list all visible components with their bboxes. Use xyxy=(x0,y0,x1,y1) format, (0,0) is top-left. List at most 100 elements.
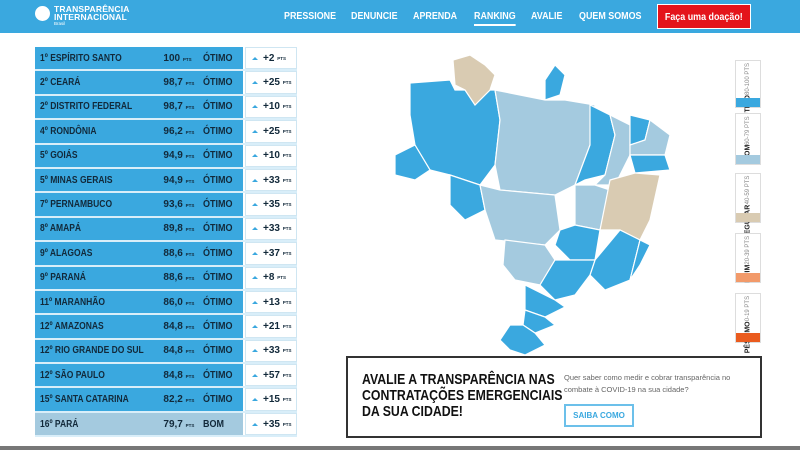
state-es[interactable] xyxy=(629,239,651,281)
state-amazonas[interactable] xyxy=(409,79,501,186)
score: 100 PTS xyxy=(163,52,192,64)
state-sp[interactable] xyxy=(539,259,596,301)
state-name: 9º ALAGOAS xyxy=(40,247,93,259)
change-cell: +2 PTS xyxy=(245,47,297,70)
arrow-up-icon xyxy=(252,81,258,85)
state-roraima[interactable] xyxy=(452,54,496,106)
state-name: 2º CEARÁ xyxy=(40,77,81,89)
state-amapa[interactable] xyxy=(544,64,566,101)
state-name: 9º PARANÁ xyxy=(40,272,86,284)
table-row[interactable]: 1º ESPÍRITO SANTO 100 PTS ÓTIMO +2 PTS xyxy=(35,47,297,72)
state-bahia[interactable] xyxy=(599,172,661,241)
state-name: 4º RONDÔNIA xyxy=(40,125,97,137)
nav-avalie[interactable]: AVALIE xyxy=(531,10,563,22)
row-main: 5º GOIÁS 94,9 PTS ÓTIMO xyxy=(35,144,243,167)
brazil-map[interactable] xyxy=(380,40,680,360)
state-name: 2º DISTRITO FEDERAL xyxy=(40,101,133,113)
state-goias[interactable] xyxy=(554,224,601,261)
table-row[interactable]: 5º MINAS GERAIS 94,9 PTS ÓTIMO +33 PTS xyxy=(35,168,297,194)
table-row[interactable]: 9º ALAGOAS 88,6 PTS ÓTIMO +37 PTS xyxy=(35,242,297,267)
nav-quem-somos[interactable]: QUEM SOMOS xyxy=(579,10,642,22)
score: 79,7 PTS xyxy=(163,418,195,430)
change-cell: +35 PTS xyxy=(245,412,297,436)
change-cell: +33 PTS xyxy=(245,217,297,241)
nav-pressione[interactable]: PRESSIONE xyxy=(284,10,337,22)
table-row[interactable]: 9º PARANÁ 88,6 PTS ÓTIMO +8 PTS xyxy=(35,266,297,291)
table-row[interactable]: 12º RIO GRANDE DO SUL 84,8 PTS ÓTIMO +33… xyxy=(35,339,297,365)
score: 93,6 PTS xyxy=(163,199,195,211)
state-rondonia[interactable] xyxy=(449,174,486,221)
state-name: 12º SÃO PAULO xyxy=(40,369,105,381)
header: TRANSPARÊNCIA INTERNACIONAL Brasil PRESS… xyxy=(0,0,800,33)
state-rs[interactable] xyxy=(499,324,546,356)
arrow-up-icon xyxy=(252,129,258,133)
legend-ruim[interactable]: RUIM20-39 PTS xyxy=(735,233,761,283)
score: 94,9 PTS xyxy=(163,150,195,162)
arrow-up-icon xyxy=(252,349,258,353)
change-cell: +15 PTS xyxy=(245,388,297,411)
state-name: 12º AMAZONAS xyxy=(40,320,104,332)
table-row[interactable]: 2º DISTRITO FEDERAL 98,7 PTS ÓTIMO +10 P… xyxy=(35,95,297,121)
table-row[interactable]: 2º CEARÁ 98,7 PTS ÓTIMO +25 PTS xyxy=(35,71,297,96)
state-acre[interactable] xyxy=(394,144,431,181)
logo[interactable]: TRANSPARÊNCIA INTERNACIONAL Brasil xyxy=(35,5,130,27)
table-row[interactable]: 7º PERNAMBUCO 93,6 PTS ÓTIMO +35 PTS xyxy=(35,193,297,218)
arrow-up-icon xyxy=(252,276,258,280)
score: 82,2 PTS xyxy=(163,394,195,406)
row-main: 4º RONDÔNIA 96,2 PTS ÓTIMO xyxy=(35,120,243,143)
table-row[interactable]: 4º RONDÔNIA 96,2 PTS ÓTIMO +25 PTS xyxy=(35,120,297,145)
score: 88,6 PTS xyxy=(163,247,195,259)
nav-denuncie[interactable]: DENUNCIE xyxy=(351,10,398,22)
rating: BOM xyxy=(203,418,225,430)
legend-range: 20-39 PTS xyxy=(745,236,751,265)
legend-bom[interactable]: BOM 60-79 PTS xyxy=(735,113,761,165)
state-name: 5º MINAS GERAIS xyxy=(40,174,113,186)
change-cell: +33 PTS xyxy=(245,339,297,363)
state-pernambuco[interactable] xyxy=(629,154,671,174)
legend-swatch xyxy=(736,333,760,342)
arrow-up-icon xyxy=(252,178,258,182)
table-row[interactable]: 12º SÃO PAULO 84,8 PTS ÓTIMO +57 PTS xyxy=(35,364,297,389)
score: 84,8 PTS xyxy=(163,320,195,332)
legend-ótimo[interactable]: ÓTIMO80-100 PTS xyxy=(735,60,761,118)
table-row[interactable]: 16º PARÁ 79,7 PTS BOM +35 PTS xyxy=(35,412,297,438)
window-bottom-edge xyxy=(0,446,800,450)
legend-péssimo[interactable]: PÉSSIMO0-19 PTS xyxy=(735,293,761,353)
row-main: 12º SÃO PAULO 84,8 PTS ÓTIMO xyxy=(35,364,243,387)
arrow-up-icon xyxy=(252,422,258,426)
score: 88,6 PTS xyxy=(163,272,195,284)
change-cell: +10 PTS xyxy=(245,95,297,119)
nav-ranking[interactable]: RANKING xyxy=(474,10,516,26)
table-row[interactable]: 5º GOIÁS 94,9 PTS ÓTIMO +10 PTS xyxy=(35,144,297,169)
table-row[interactable]: 12º AMAZONAS 84,8 PTS ÓTIMO +21 PTS xyxy=(35,315,297,340)
score: 98,7 PTS xyxy=(163,101,195,113)
state-parana[interactable] xyxy=(524,284,567,318)
legend-regular[interactable]: REGULAR 40-59 PTS xyxy=(735,173,761,239)
row-main: 12º RIO GRANDE DO SUL 84,8 PTS ÓTIMO xyxy=(35,339,243,363)
banner-title: AVALIE A TRANSPARÊNCIA NAS CONTRATAÇÕES … xyxy=(362,371,563,420)
rating: ÓTIMO xyxy=(203,174,233,186)
arrow-up-icon xyxy=(252,324,258,328)
score: 94,9 PTS xyxy=(163,174,195,186)
rating: ÓTIMO xyxy=(203,52,233,64)
state-sc[interactable] xyxy=(522,309,557,334)
donate-button[interactable]: Faça uma doação! xyxy=(657,4,751,29)
score: 84,8 PTS xyxy=(163,369,195,381)
table-row[interactable]: 8º AMAPÁ 89,8 PTS ÓTIMO +33 PTS xyxy=(35,217,297,243)
change-cell: +8 PTS xyxy=(245,266,297,289)
state-mato-grosso[interactable] xyxy=(479,184,561,246)
arrow-up-icon xyxy=(252,251,258,255)
rating: ÓTIMO xyxy=(203,345,233,357)
table-row[interactable]: 11º MARANHÃO 86,0 PTS ÓTIMO +13 PTS xyxy=(35,290,297,316)
table-row[interactable]: 15º SANTA CATARINA 82,2 PTS ÓTIMO +15 PT… xyxy=(35,388,297,413)
row-main: 9º PARANÁ 88,6 PTS ÓTIMO xyxy=(35,266,243,289)
saiba-como-button[interactable]: SAIBA COMO xyxy=(564,404,634,427)
rating: ÓTIMO xyxy=(203,150,233,162)
row-main: 7º PERNAMBUCO 93,6 PTS ÓTIMO xyxy=(35,193,243,216)
rating: ÓTIMO xyxy=(203,247,233,259)
covid-banner: AVALIE A TRANSPARÊNCIA NAS CONTRATAÇÕES … xyxy=(346,356,762,438)
change-cell: +25 PTS xyxy=(245,120,297,143)
row-main: 1º ESPÍRITO SANTO 100 PTS ÓTIMO xyxy=(35,47,243,70)
nav-aprenda[interactable]: APRENDA xyxy=(413,10,458,22)
score: 84,8 PTS xyxy=(163,345,195,357)
